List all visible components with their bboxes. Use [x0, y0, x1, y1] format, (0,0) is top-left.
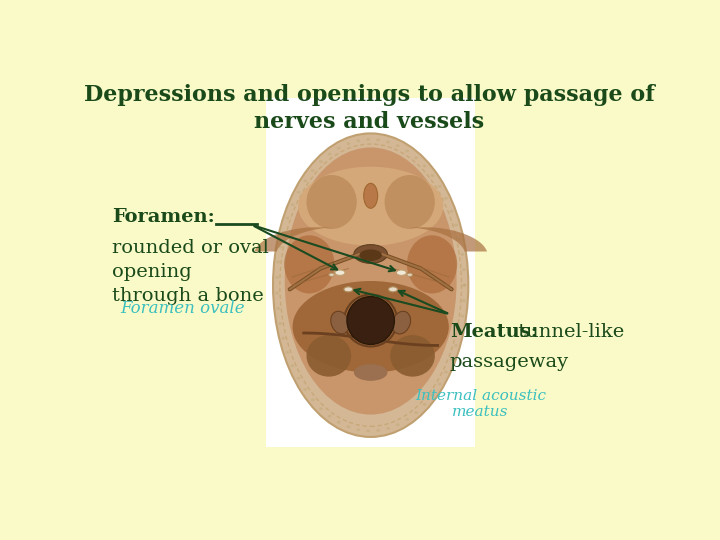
Ellipse shape — [460, 314, 464, 318]
Ellipse shape — [405, 150, 409, 152]
Ellipse shape — [396, 423, 400, 426]
Ellipse shape — [423, 403, 426, 406]
Ellipse shape — [458, 329, 462, 333]
Text: Meatus:: Meatus: — [450, 322, 538, 341]
Ellipse shape — [407, 273, 413, 276]
Ellipse shape — [431, 174, 434, 177]
Ellipse shape — [462, 284, 467, 287]
Ellipse shape — [396, 270, 406, 275]
Ellipse shape — [407, 235, 457, 294]
Text: Internal acoustic
meatus: Internal acoustic meatus — [415, 389, 546, 420]
Ellipse shape — [449, 357, 454, 361]
Ellipse shape — [386, 427, 390, 430]
Ellipse shape — [307, 175, 356, 229]
Ellipse shape — [286, 217, 289, 219]
Ellipse shape — [282, 337, 285, 340]
Ellipse shape — [276, 260, 280, 264]
Ellipse shape — [335, 270, 345, 275]
Ellipse shape — [359, 249, 382, 261]
Text: Depressions and openings to allow passage of
nerves and vessels: Depressions and openings to allow passag… — [84, 84, 654, 133]
Ellipse shape — [460, 253, 464, 256]
Text: Foramen ovale: Foramen ovale — [121, 300, 246, 317]
Ellipse shape — [431, 393, 434, 396]
Ellipse shape — [303, 388, 307, 391]
Ellipse shape — [346, 142, 351, 145]
Ellipse shape — [366, 429, 370, 433]
Ellipse shape — [354, 245, 387, 264]
Ellipse shape — [297, 377, 300, 380]
Text: passageway: passageway — [450, 353, 569, 370]
Ellipse shape — [454, 224, 458, 226]
Ellipse shape — [389, 287, 397, 292]
Ellipse shape — [356, 428, 360, 431]
Ellipse shape — [364, 183, 378, 208]
Ellipse shape — [273, 133, 468, 437]
Ellipse shape — [458, 238, 462, 241]
Ellipse shape — [344, 287, 353, 292]
Ellipse shape — [390, 335, 435, 377]
Ellipse shape — [307, 335, 351, 377]
Ellipse shape — [330, 311, 349, 334]
Ellipse shape — [297, 191, 300, 194]
Ellipse shape — [405, 418, 409, 421]
Ellipse shape — [384, 175, 435, 229]
Ellipse shape — [319, 407, 323, 410]
Ellipse shape — [337, 421, 341, 424]
Ellipse shape — [276, 307, 280, 310]
Ellipse shape — [303, 179, 307, 182]
Ellipse shape — [311, 399, 315, 401]
Ellipse shape — [462, 299, 466, 302]
Ellipse shape — [449, 210, 454, 213]
Ellipse shape — [361, 255, 380, 261]
Ellipse shape — [328, 415, 332, 417]
Ellipse shape — [278, 322, 282, 325]
Ellipse shape — [414, 156, 418, 159]
Ellipse shape — [329, 273, 334, 276]
Ellipse shape — [462, 284, 467, 287]
Ellipse shape — [392, 311, 410, 334]
Ellipse shape — [356, 139, 360, 142]
Ellipse shape — [438, 185, 441, 188]
Ellipse shape — [423, 165, 426, 167]
Ellipse shape — [444, 370, 448, 374]
Ellipse shape — [284, 235, 334, 294]
Ellipse shape — [444, 197, 448, 200]
Ellipse shape — [292, 281, 449, 373]
Ellipse shape — [337, 147, 341, 150]
Ellipse shape — [386, 140, 390, 144]
Ellipse shape — [347, 296, 395, 345]
Ellipse shape — [414, 411, 418, 414]
Ellipse shape — [377, 429, 380, 432]
Ellipse shape — [377, 138, 380, 141]
Ellipse shape — [438, 382, 441, 386]
Ellipse shape — [396, 144, 400, 147]
Ellipse shape — [291, 203, 294, 206]
Text: tunnel-like: tunnel-like — [513, 322, 625, 341]
Text: rounded or oval
opening
through a bone: rounded or oval opening through a bone — [112, 239, 269, 305]
Ellipse shape — [311, 169, 315, 172]
Ellipse shape — [291, 364, 294, 367]
Bar — [266, 98, 475, 447]
Ellipse shape — [319, 160, 323, 163]
Ellipse shape — [286, 351, 289, 354]
Ellipse shape — [278, 245, 282, 248]
Ellipse shape — [298, 167, 444, 246]
Ellipse shape — [284, 147, 456, 415]
Ellipse shape — [454, 344, 458, 347]
Ellipse shape — [275, 292, 279, 294]
Ellipse shape — [346, 426, 351, 428]
Ellipse shape — [328, 153, 332, 156]
Ellipse shape — [366, 138, 370, 141]
Ellipse shape — [282, 231, 285, 234]
Ellipse shape — [462, 268, 466, 271]
Text: Foramen:: Foramen: — [112, 208, 215, 226]
Ellipse shape — [275, 276, 279, 279]
Ellipse shape — [354, 364, 387, 381]
